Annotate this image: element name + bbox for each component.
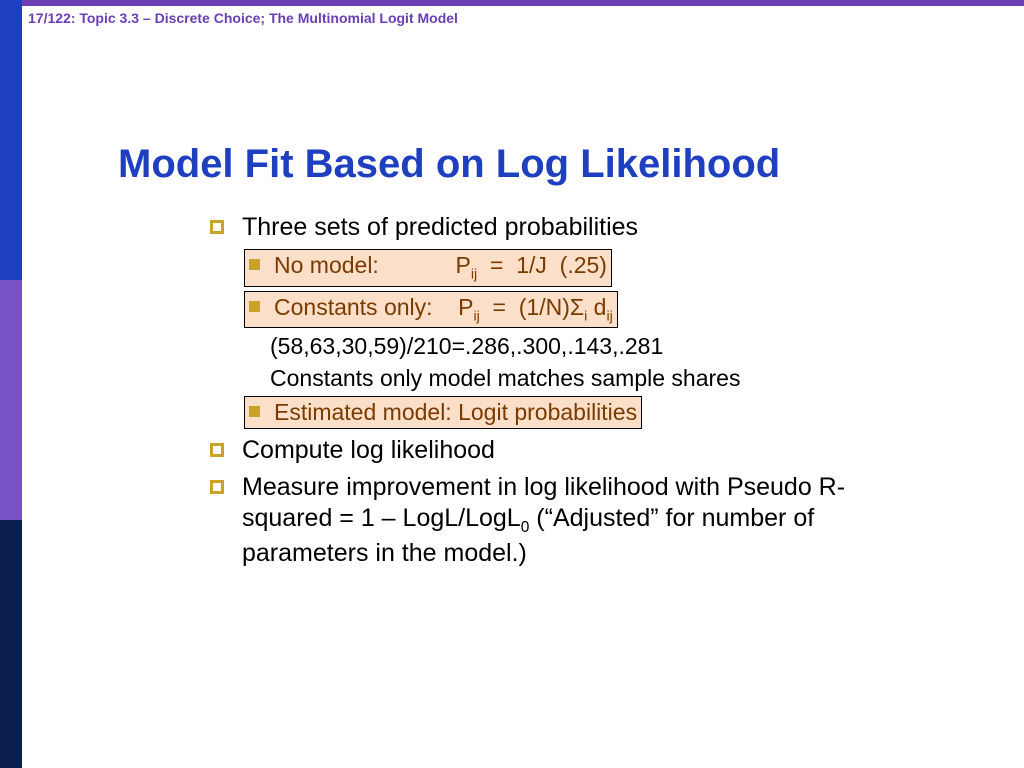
bullet-solid-icon [249, 406, 260, 417]
left-accent-strip [0, 0, 22, 768]
sub-bullet-1a: No model: Pij = 1/J (.25) [244, 249, 950, 286]
bullet-outline-icon [210, 480, 224, 494]
bullet-solid-icon [249, 301, 260, 312]
t: = 1/J (.25) [477, 252, 607, 278]
slide-title: Model Fit Based on Log Likelihood [118, 142, 780, 187]
strip-segment-top [0, 0, 22, 280]
boxed-item-3: Estimated model: Logit probabilities [244, 396, 642, 429]
sub-1b-text: Constants only: Pij = (1/N)Σi dij [274, 293, 613, 326]
top-accent-bar [0, 0, 1024, 6]
sub-1a-text: No model: Pij = 1/J (.25) [274, 251, 607, 284]
sub-1b-note1: (58,63,30,59)/210=.286,.300,.143,.281 [270, 332, 950, 360]
bullet-3-text: Measure improvement in log likelihood wi… [242, 472, 932, 569]
slide-header: 17/122: Topic 3.3 – Discrete Choice; The… [28, 10, 458, 26]
bullet-outline-icon [210, 443, 224, 457]
bullet-2-text: Compute log likelihood [242, 435, 495, 466]
slide-body: Three sets of predicted probabilities No… [210, 212, 950, 575]
bullet-3: Measure improvement in log likelihood wi… [210, 472, 950, 569]
bullet-outline-icon [210, 220, 224, 234]
sub-1c-text: Estimated model: Logit probabilities [274, 398, 637, 427]
sub-1b-note2: Constants only model matches sample shar… [270, 364, 950, 392]
t: ij [606, 308, 612, 324]
t: = (1/N)Σ [480, 294, 584, 320]
bullet-2: Compute log likelihood [210, 435, 950, 466]
bullet-1-text: Three sets of predicted probabilities [242, 212, 638, 243]
sub-bullet-1b: Constants only: Pij = (1/N)Σi dij [244, 291, 950, 328]
sub-bullet-1c: Estimated model: Logit probabilities [244, 396, 950, 429]
strip-segment-bot [0, 520, 22, 768]
bullet-1: Three sets of predicted probabilities [210, 212, 950, 243]
strip-segment-mid [0, 280, 22, 520]
t: No model: P [274, 252, 471, 278]
t: Constants only: P [274, 294, 473, 320]
boxed-item-1: No model: Pij = 1/J (.25) [244, 249, 612, 286]
bullet-solid-icon [249, 259, 260, 270]
t: d [587, 294, 606, 320]
boxed-item-2: Constants only: Pij = (1/N)Σi dij [244, 291, 618, 328]
